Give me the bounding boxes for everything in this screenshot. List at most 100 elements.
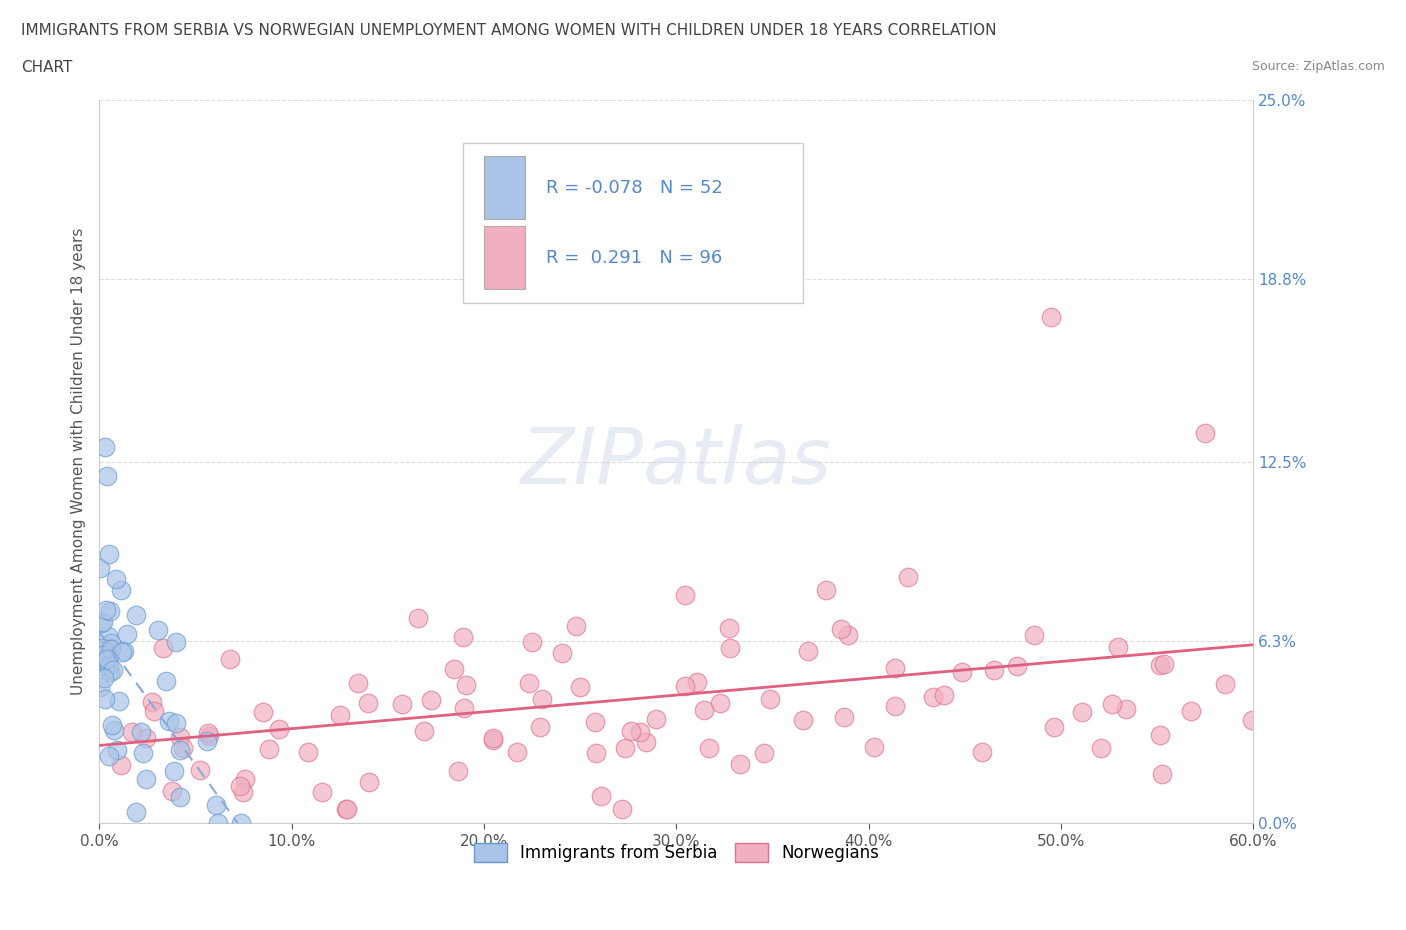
Point	[675, 678, 697, 693]
Point	[135, 772, 157, 787]
Point	[101, 663, 124, 678]
Point	[204, 798, 226, 813]
Point	[169, 790, 191, 804]
Point	[121, 724, 143, 739]
Point	[89, 680, 111, 695]
Point	[612, 802, 634, 817]
Point	[93, 671, 115, 685]
Point	[105, 571, 128, 586]
Point	[613, 741, 636, 756]
Point	[152, 640, 174, 655]
Point	[297, 745, 319, 760]
Point	[160, 784, 183, 799]
Point	[97, 628, 120, 643]
Point	[89, 561, 111, 576]
Point	[346, 675, 368, 690]
Point	[686, 675, 709, 690]
Point	[1194, 425, 1216, 440]
Point	[90, 615, 112, 630]
Point	[163, 764, 186, 778]
Point	[620, 724, 643, 738]
Point	[165, 716, 187, 731]
Point	[252, 705, 274, 720]
Point	[1040, 310, 1063, 325]
FancyBboxPatch shape	[463, 143, 803, 302]
Point	[583, 714, 606, 729]
Point	[517, 676, 540, 691]
Point	[129, 724, 152, 739]
Point	[520, 634, 543, 649]
Point	[157, 713, 180, 728]
Point	[1240, 712, 1263, 727]
Point	[1090, 740, 1112, 755]
Point	[98, 604, 121, 618]
Point	[105, 742, 128, 757]
Point	[336, 802, 359, 817]
Y-axis label: Unemployment Among Women with Children Under 18 years: Unemployment Among Women with Children U…	[72, 228, 86, 696]
Point	[1153, 657, 1175, 671]
Point	[591, 789, 613, 804]
Point	[96, 469, 118, 484]
Point	[125, 804, 148, 819]
Point	[550, 645, 572, 660]
Point	[111, 644, 134, 659]
Text: R =  0.291   N = 96: R = 0.291 N = 96	[546, 248, 723, 267]
Point	[96, 652, 118, 667]
Point	[1005, 658, 1028, 673]
Point	[108, 694, 131, 709]
Point	[229, 779, 252, 794]
Point	[269, 722, 291, 737]
Point	[792, 713, 814, 728]
Point	[110, 583, 132, 598]
Point	[93, 644, 115, 658]
Point	[628, 724, 651, 739]
Point	[922, 689, 945, 704]
Point	[420, 693, 443, 708]
Legend: Immigrants from Serbia, Norwegians: Immigrants from Serbia, Norwegians	[467, 836, 886, 869]
Text: Source: ZipAtlas.com: Source: ZipAtlas.com	[1251, 60, 1385, 73]
Point	[110, 758, 132, 773]
Point	[883, 698, 905, 713]
Point	[93, 652, 115, 667]
Point	[146, 623, 169, 638]
Text: IMMIGRANTS FROM SERBIA VS NORWEGIAN UNEMPLOYMENT AMONG WOMEN WITH CHILDREN UNDER: IMMIGRANTS FROM SERBIA VS NORWEGIAN UNEM…	[21, 23, 997, 38]
Point	[169, 730, 191, 745]
Point	[834, 710, 856, 724]
Point	[90, 648, 112, 663]
Point	[454, 678, 477, 693]
Point	[93, 658, 115, 673]
Point	[934, 687, 956, 702]
Point	[357, 696, 380, 711]
Point	[329, 708, 352, 723]
Point	[728, 757, 751, 772]
Text: CHART: CHART	[21, 60, 73, 75]
Point	[693, 702, 716, 717]
Point	[950, 665, 973, 680]
Point	[155, 673, 177, 688]
Point	[100, 718, 122, 733]
Point	[754, 746, 776, 761]
Point	[585, 746, 607, 761]
Point	[198, 728, 221, 743]
Point	[709, 696, 731, 711]
Point	[229, 816, 252, 830]
Point	[718, 641, 741, 656]
Point	[565, 618, 588, 633]
Point	[897, 570, 920, 585]
Point	[195, 734, 218, 749]
Point	[125, 607, 148, 622]
FancyBboxPatch shape	[484, 226, 526, 289]
Point	[568, 680, 591, 695]
Point	[218, 652, 240, 667]
Point	[412, 724, 434, 738]
Point	[1180, 703, 1202, 718]
Point	[983, 662, 1005, 677]
Point	[814, 582, 837, 597]
Point	[1149, 658, 1171, 672]
Point	[1042, 719, 1064, 734]
FancyBboxPatch shape	[484, 155, 526, 219]
Point	[447, 764, 470, 778]
Point	[697, 740, 720, 755]
Point	[91, 615, 114, 630]
Point	[451, 630, 474, 644]
